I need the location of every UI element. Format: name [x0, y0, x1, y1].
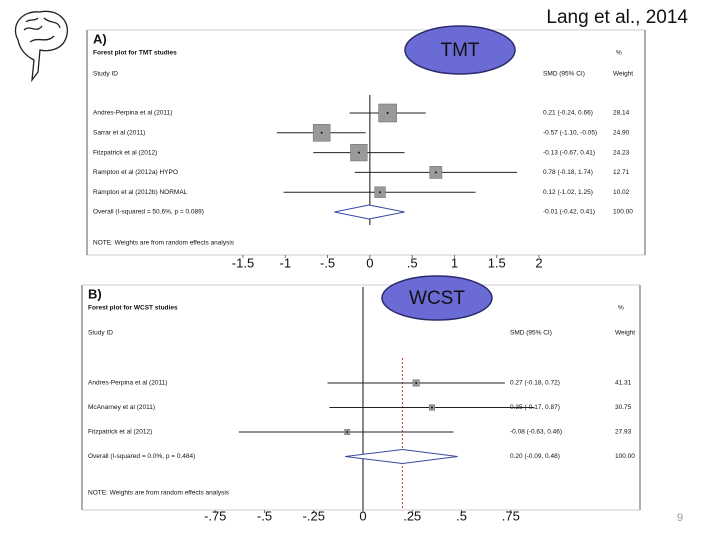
forest-plot: A) Forest plot for TMT studies Study ID SMD… [86, 25, 646, 270]
header-study: Study ID [88, 330, 113, 337]
x-tick-label: 1 [451, 255, 458, 270]
note: NOTE: Weights are from random effects an… [93, 240, 235, 247]
badge-label: WCST [409, 288, 465, 309]
x-tick-label: .5 [407, 255, 418, 270]
point-estimate [434, 171, 437, 174]
weight-label: 12.71 [613, 169, 630, 176]
plot-title: Forest plot for WCST studies [88, 305, 178, 312]
forest-plot: B) Forest plot for WCST studies Study ID SM… [81, 275, 641, 523]
x-tick-label: 0 [359, 508, 366, 523]
x-tick-label: -1 [280, 255, 292, 270]
overall-label: Overall (I-squared = 50.6%, p = 0.089) [93, 209, 204, 216]
study-label: Sarrar et al (2011) [93, 130, 145, 137]
x-tick-label: -.75 [204, 508, 226, 523]
header-percent: % [616, 50, 622, 57]
weight-label: 10.02 [613, 189, 630, 196]
weight-label: 28.14 [613, 110, 630, 117]
weight-label: 30.75 [615, 404, 632, 411]
x-tick-label: .75 [502, 508, 520, 523]
header-effect: SMD (95% CI) [543, 71, 585, 78]
point-estimate [430, 406, 433, 409]
weight-label: 27.93 [615, 429, 632, 436]
badge [404, 25, 516, 75]
weight-label: 24.23 [613, 149, 630, 156]
point-estimate [320, 131, 323, 134]
point-estimate [379, 191, 382, 194]
x-tick-label: .25 [403, 508, 421, 523]
header-weight: Weight [613, 71, 633, 78]
plot-title: Forest plot for TMT studies [93, 50, 177, 57]
header-study: Study ID [93, 71, 118, 78]
header-effect: SMD (95% CI) [510, 330, 552, 337]
study-label: Fitzpatrick et al (2012) [93, 149, 157, 156]
effect-label: -0.13 (-0.67, 0.41) [543, 149, 595, 156]
header-percent: % [618, 305, 624, 312]
badge-label: TMT [440, 40, 479, 61]
study-label: Fitzpatrick et al (2012) [88, 429, 152, 436]
x-tick-label: -.25 [303, 508, 325, 523]
effect-label: 0.35 (-0.17, 0.87) [510, 404, 560, 411]
effect-label: -0.57 (-1.10, -0.05) [543, 130, 597, 137]
x-tick-label: .5 [456, 508, 467, 523]
effect-label: 0.78 (-0.18, 1.74) [543, 169, 593, 176]
study-label: Rampton et al (2012b) NORMAL [93, 189, 188, 196]
study-label: Andres-Perpina et al (2011) [88, 380, 167, 387]
x-tick-label: 2 [535, 255, 542, 270]
panel-label: B) [88, 286, 102, 301]
point-estimate [386, 112, 389, 114]
x-tick-label: 1.5 [488, 255, 506, 270]
point-estimate [346, 431, 349, 433]
weight-label: 41.31 [615, 380, 632, 387]
x-tick-label: -.5 [257, 508, 272, 523]
weight-label: 24.90 [613, 130, 630, 137]
x-tick-label: -1.5 [232, 255, 254, 270]
overall-label: Overall (I-squared = 0.0%, p = 0.484) [88, 453, 195, 460]
overall-weight-label: 100.00 [615, 453, 635, 460]
note: NOTE: Weights are from random effects an… [88, 490, 230, 497]
panel-label: A) [93, 31, 107, 46]
point-estimate [415, 382, 418, 384]
x-tick-label: -.5 [320, 255, 335, 270]
effect-label: 0.21 (-0.24, 0.66) [543, 110, 593, 117]
x-tick-label: 0 [366, 255, 373, 270]
overall-diamond [345, 448, 458, 465]
study-label: McAnarney et al (2011) [88, 404, 155, 411]
brain-icon [14, 10, 68, 83]
badge [381, 275, 493, 321]
overall-effect-label: -0.01 (-0.42, 0.41) [543, 209, 595, 216]
point-estimate [357, 151, 360, 154]
effect-label: -0.08 (-0.63, 0.46) [510, 429, 562, 436]
effect-label: 0.27 (-0.18, 0.72) [510, 380, 560, 387]
study-label: Andres-Perpina et al (2011) [93, 110, 172, 117]
overall-diamond [334, 204, 405, 220]
page-number: 9 [677, 512, 683, 524]
overall-weight-label: 100.00 [613, 209, 633, 216]
study-label: Rampton et al (2012a) HYPO [93, 169, 178, 176]
citation: Lang et al., 2014 [546, 7, 688, 28]
overall-effect-label: 0.20 (-0.09, 0.48) [510, 453, 560, 460]
header-weight: Weight [615, 330, 635, 337]
effect-label: 0.12 (-1.02, 1.25) [543, 189, 593, 196]
